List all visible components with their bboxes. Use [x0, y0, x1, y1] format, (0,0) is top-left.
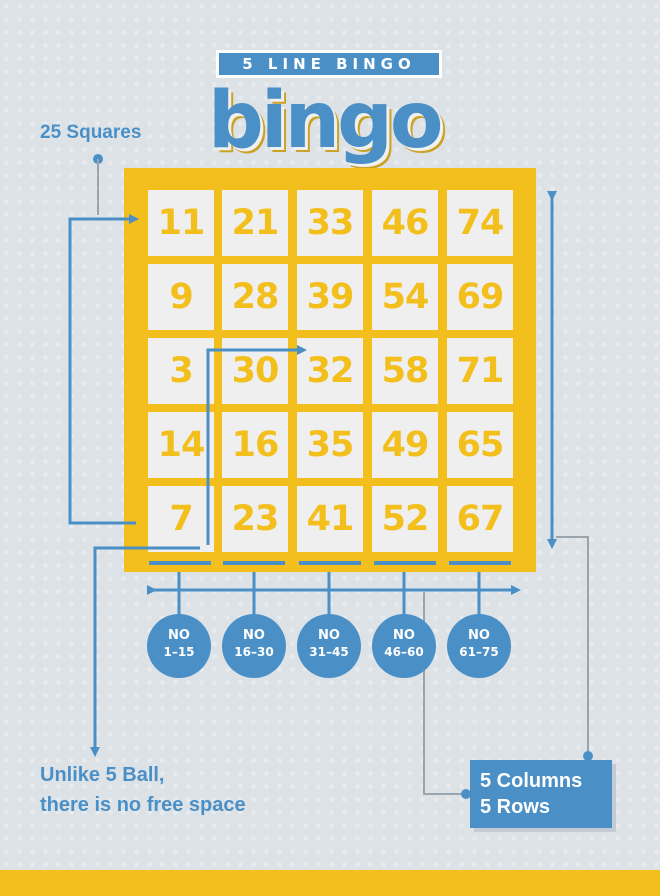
bingo-cell: 46	[372, 190, 438, 256]
subtitle-banner: 5 LINE BINGO	[216, 50, 442, 78]
no-free-space-line-2: there is no free space	[40, 794, 246, 816]
bingo-cell: 35	[297, 412, 363, 478]
bingo-cell: 74	[447, 190, 513, 256]
ball-prefix: NO	[168, 628, 190, 643]
bingo-cell: 49	[372, 412, 438, 478]
number-range-ball: NO 16–30	[222, 614, 286, 678]
ball-prefix: NO	[243, 628, 265, 643]
bingo-logo: bingo	[208, 76, 444, 166]
bottom-bar	[0, 870, 660, 896]
bingo-cell: 67	[447, 486, 513, 552]
bingo-cell: 3	[148, 338, 214, 404]
ball-range: 46–60	[384, 645, 424, 659]
bingo-cell: 7	[148, 486, 214, 552]
bingo-cell: 58	[372, 338, 438, 404]
bingo-cell: 32	[297, 338, 363, 404]
ball-range: 31–45	[309, 645, 349, 659]
column-marker-5	[449, 561, 511, 565]
bingo-cell: 23	[222, 486, 288, 552]
ball-prefix: NO	[468, 628, 490, 643]
bingo-cell: 71	[447, 338, 513, 404]
ball-range: 61–75	[459, 645, 499, 659]
number-range-ball: NO 46–60	[372, 614, 436, 678]
column-marker-3	[299, 561, 361, 565]
ball-range: 1–15	[163, 645, 195, 659]
bingo-cell: 21	[222, 190, 288, 256]
number-range-ball: NO 61–75	[447, 614, 511, 678]
bingo-cell: 16	[222, 412, 288, 478]
no-free-space-line-1: Unlike 5 Ball,	[40, 764, 165, 786]
columns-label: 5 Columns	[480, 770, 583, 792]
number-range-ball: NO 31–45	[297, 614, 361, 678]
rows-label: 5 Rows	[480, 796, 551, 818]
bingo-cell: 39	[297, 264, 363, 330]
column-marker-1	[149, 561, 211, 565]
number-range-ball: NO 1–15	[147, 614, 211, 678]
bingo-cell: 11	[148, 190, 214, 256]
squares-label: 25 Squares	[40, 122, 142, 143]
bingo-cell: 52	[372, 486, 438, 552]
column-marker-2	[223, 561, 285, 565]
bingo-card: 11 21 33 46 74 9 28 39 54 69 3 30 32 58 71 14 16 35 49 65 7 2…	[124, 168, 536, 572]
ball-range: 16–30	[234, 645, 274, 659]
bingo-cell: 54	[372, 264, 438, 330]
bingo-cell: 69	[447, 264, 513, 330]
bingo-cell: 41	[297, 486, 363, 552]
column-marker-4	[374, 561, 436, 565]
bingo-cell: 65	[447, 412, 513, 478]
bingo-cell: 9	[148, 264, 214, 330]
ball-prefix: NO	[318, 628, 340, 643]
columns-rows-box: 5 Columns 5 Rows	[470, 760, 612, 828]
bingo-cell: 33	[297, 190, 363, 256]
bingo-cell: 28	[222, 264, 288, 330]
ball-prefix: NO	[393, 628, 415, 643]
bingo-cell: 14	[148, 412, 214, 478]
